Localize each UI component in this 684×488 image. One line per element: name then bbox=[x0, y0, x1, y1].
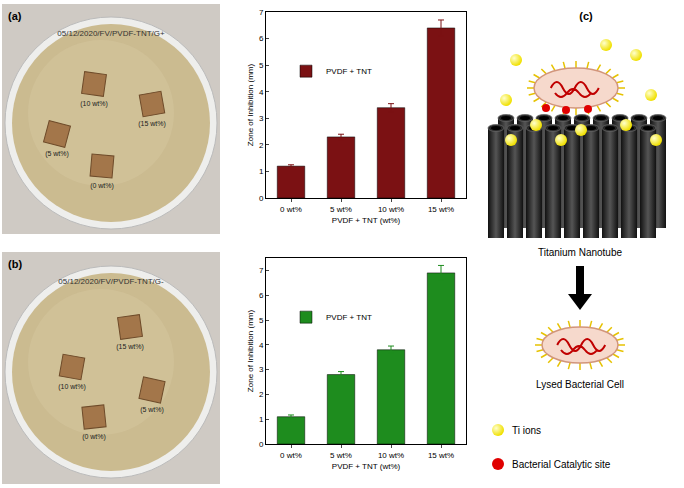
svg-text:05/12/2020/FV/PVDF-TNT/G-: 05/12/2020/FV/PVDF-TNT/G- bbox=[58, 277, 164, 286]
svg-text:Bacterial Catalytic site: Bacterial Catalytic site bbox=[512, 459, 611, 470]
svg-text:2: 2 bbox=[259, 141, 264, 150]
svg-text:6: 6 bbox=[259, 34, 264, 43]
svg-text:5: 5 bbox=[259, 61, 264, 70]
svg-text:(10 wt%): (10 wt%) bbox=[58, 383, 86, 391]
svg-text:10 wt%: 10 wt% bbox=[378, 205, 404, 214]
svg-text:(0 wt%): (0 wt%) bbox=[82, 433, 106, 441]
svg-text:(5 wt%): (5 wt%) bbox=[140, 406, 164, 414]
svg-text:(15 wt%): (15 wt%) bbox=[116, 343, 144, 351]
svg-text:0 wt%: 0 wt% bbox=[280, 205, 302, 214]
svg-text:0 wt%: 0 wt% bbox=[280, 451, 302, 460]
svg-text:5 wt%: 5 wt% bbox=[330, 451, 352, 460]
svg-text:PVDF + TNT (wt%): PVDF + TNT (wt%) bbox=[332, 462, 401, 471]
svg-text:(c): (c) bbox=[579, 10, 593, 22]
svg-text:PVDF + TNT (wt%): PVDF + TNT (wt%) bbox=[332, 216, 401, 225]
svg-text:10 wt%: 10 wt% bbox=[378, 451, 404, 460]
svg-text:5 wt%: 5 wt% bbox=[330, 205, 352, 214]
svg-text:PVDF + TNT: PVDF + TNT bbox=[326, 67, 372, 76]
svg-text:(b): (b) bbox=[8, 258, 22, 270]
svg-text:4: 4 bbox=[259, 88, 264, 97]
svg-text:0: 0 bbox=[259, 440, 264, 449]
svg-text:3: 3 bbox=[259, 365, 264, 374]
svg-text:Titanium Nanotube: Titanium Nanotube bbox=[538, 247, 623, 258]
svg-text:3: 3 bbox=[259, 114, 264, 123]
svg-text:Lysed Bacterial Cell: Lysed Bacterial Cell bbox=[536, 379, 624, 390]
svg-text:05/12/2020/FV/PVDF-TNT/G+: 05/12/2020/FV/PVDF-TNT/G+ bbox=[57, 29, 165, 38]
svg-text:6: 6 bbox=[259, 291, 264, 300]
svg-text:1: 1 bbox=[259, 167, 264, 176]
svg-text:(15 wt%): (15 wt%) bbox=[138, 120, 166, 128]
svg-text:7: 7 bbox=[259, 266, 264, 275]
svg-text:Ti ions: Ti ions bbox=[512, 425, 541, 436]
svg-text:2: 2 bbox=[259, 390, 264, 399]
svg-text:7: 7 bbox=[259, 8, 264, 17]
svg-text:5: 5 bbox=[259, 316, 264, 325]
svg-text:0: 0 bbox=[259, 194, 264, 203]
svg-text:Zone of Inhibition (mm): Zone of Inhibition (mm) bbox=[246, 64, 255, 147]
svg-text:(a): (a) bbox=[8, 10, 22, 22]
svg-text:1: 1 bbox=[259, 415, 264, 424]
svg-text:15 wt%: 15 wt% bbox=[428, 205, 454, 214]
svg-text:(5 wt%): (5 wt%) bbox=[45, 150, 69, 158]
svg-text:15 wt%: 15 wt% bbox=[428, 451, 454, 460]
svg-text:4: 4 bbox=[259, 341, 264, 350]
svg-text:(10 wt%): (10 wt%) bbox=[80, 100, 108, 108]
svg-text:Zone of Inhibition (mm): Zone of Inhibition (mm) bbox=[246, 310, 255, 393]
svg-text:(0 wt%): (0 wt%) bbox=[90, 182, 114, 190]
svg-text:PVDF + TNT: PVDF + TNT bbox=[326, 313, 372, 322]
